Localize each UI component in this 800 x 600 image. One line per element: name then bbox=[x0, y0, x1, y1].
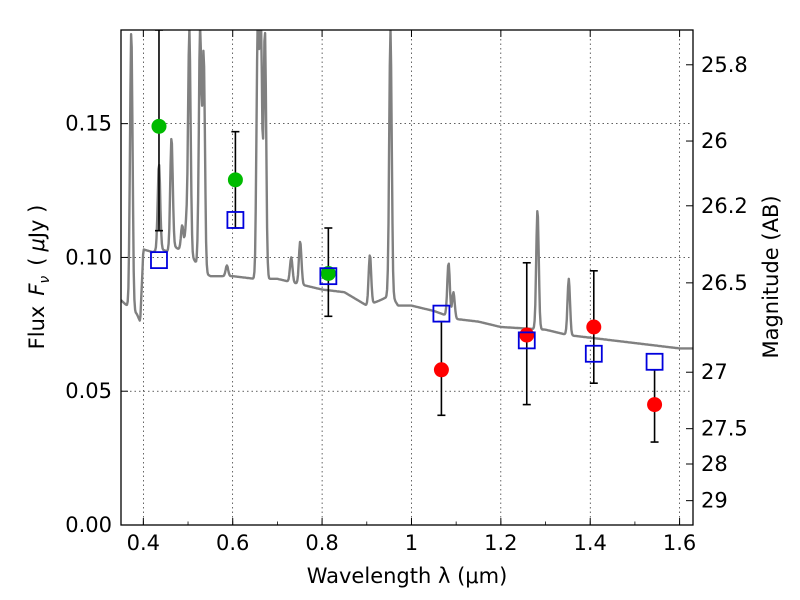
y2-tick-label: 26 bbox=[701, 129, 728, 153]
observed-flux-point bbox=[227, 172, 243, 188]
y-axis-label-subscript: ν bbox=[37, 276, 53, 284]
y-axis-label: Flux Fν ( μJy ) bbox=[25, 205, 53, 350]
model-flux-square bbox=[226, 211, 245, 229]
y-axis-label-unit: Jy ) bbox=[25, 205, 49, 241]
model-flux-square bbox=[517, 331, 536, 350]
model-flux-square bbox=[319, 267, 338, 286]
x-tick-label: 0.6 bbox=[216, 531, 249, 555]
observed-flux-point bbox=[647, 397, 663, 413]
y2-tick-label: 29 bbox=[701, 489, 728, 513]
observed-flux-point bbox=[151, 118, 167, 134]
y-tick-label: 0.15 bbox=[65, 112, 112, 136]
y2-tick-label: 27 bbox=[701, 360, 728, 384]
plot-area bbox=[121, 30, 693, 443]
observed-flux-point bbox=[433, 362, 449, 378]
observed-flux-point bbox=[586, 319, 602, 335]
model-flux-square bbox=[584, 344, 603, 363]
y2-tick-label: 28 bbox=[701, 452, 728, 476]
spectrum-line bbox=[121, 30, 693, 350]
model-flux-square bbox=[150, 251, 168, 270]
x-axis-label: Wavelength λ (μm) bbox=[307, 564, 508, 588]
y-tick-label: 0.00 bbox=[65, 513, 112, 537]
x-tick-label: 1.6 bbox=[663, 531, 696, 555]
x-tick-label: 1.2 bbox=[484, 531, 517, 555]
model-flux-square bbox=[645, 352, 664, 371]
y-axis-label-flux: Flux bbox=[25, 306, 49, 350]
model-spectrum bbox=[121, 30, 693, 350]
observed-flux-point bbox=[320, 265, 336, 281]
y-axis-label-open: ( bbox=[25, 258, 49, 266]
y-axis-label-symbol: F bbox=[25, 283, 49, 296]
grid bbox=[121, 30, 693, 526]
data-markers bbox=[150, 118, 664, 413]
x-tick-label: 1 bbox=[405, 531, 418, 555]
y-axis-label-mu: μ bbox=[25, 238, 49, 252]
observed-flux-point bbox=[519, 327, 535, 343]
ticks: 0.4 0.6 0.8 1 1.2 1.4 1.6 0.00 0.05 0.10 0.15 25.8 2… bbox=[65, 30, 748, 555]
plot-frame bbox=[120, 29, 694, 526]
y2-tick-label: 26.2 bbox=[701, 194, 748, 218]
y-tick-label: 0.10 bbox=[65, 245, 112, 269]
y2-tick-label: 26.5 bbox=[701, 271, 748, 295]
x-tick-label: 1.4 bbox=[574, 531, 607, 555]
y-tick-label: 0.05 bbox=[65, 379, 112, 403]
model-flux-square bbox=[432, 304, 451, 323]
y2-tick-label: 27.5 bbox=[701, 417, 748, 441]
y2-axis-label: Magnitude (AB) bbox=[759, 195, 783, 358]
x-tick-label: 0.4 bbox=[127, 531, 160, 555]
x-tick-label: 0.8 bbox=[305, 531, 338, 555]
y2-tick-label: 25.8 bbox=[701, 53, 748, 77]
